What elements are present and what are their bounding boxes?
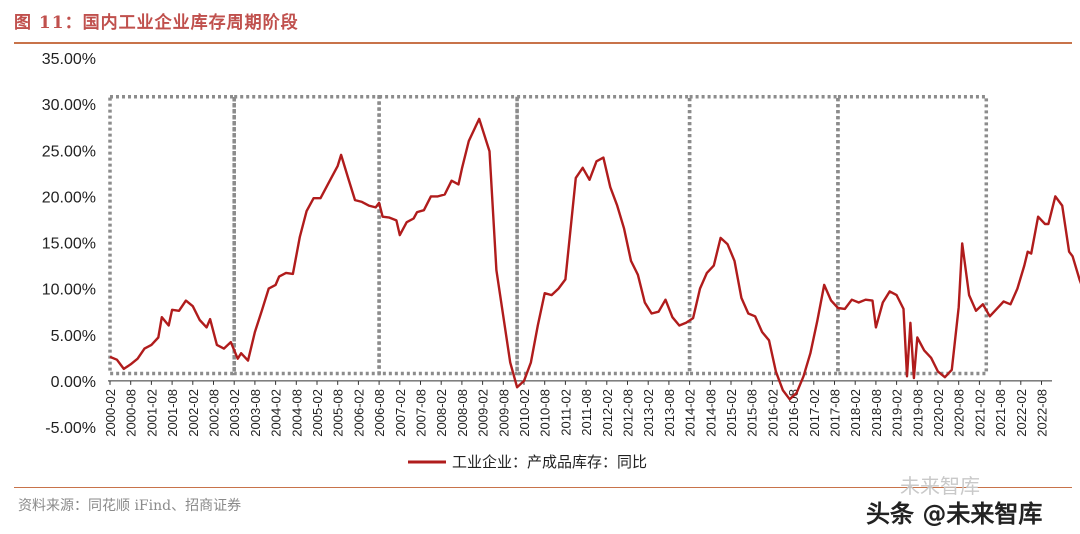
x-tick-label: 2004-02 bbox=[269, 389, 284, 437]
y-tick-label: 5.00% bbox=[51, 328, 96, 345]
x-axis: 2000-02 2000-08 2001-02 2001-08 2002-02 2002-… bbox=[103, 380, 1050, 437]
source-note: 资料来源：同花顺 iFind、招商证券 bbox=[18, 498, 242, 514]
source-rule bbox=[14, 487, 1072, 488]
x-tick-label: 2001-02 bbox=[144, 389, 159, 437]
x-tick-label: 2021-08 bbox=[993, 389, 1008, 437]
cycle-box bbox=[108, 94, 236, 376]
legend-label: 工业企业：产成品库存：同比 bbox=[452, 453, 647, 471]
x-tick-label: 2003-02 bbox=[227, 389, 242, 437]
watermark-logo: 未来智库 bbox=[900, 474, 980, 498]
y-tick-label: 10.00% bbox=[42, 282, 96, 299]
x-tick-label: 2014-08 bbox=[703, 389, 718, 437]
x-tick-label: 2013-02 bbox=[641, 389, 656, 437]
x-tick-label: 2006-02 bbox=[351, 389, 366, 437]
x-tick-label: 2007-08 bbox=[414, 389, 429, 437]
x-tick-label: 2014-02 bbox=[683, 389, 698, 437]
x-tick-label: 2016-02 bbox=[765, 389, 780, 437]
x-tick-label: 2001-08 bbox=[165, 389, 180, 437]
x-tick-label: 2015-02 bbox=[724, 389, 739, 437]
x-tick-label: 2022-02 bbox=[1014, 389, 1029, 437]
cycle-box bbox=[377, 94, 519, 376]
y-axis: -5.00% 0.00% 5.00% 10.00% 15.00% 20.00% 25.00%… bbox=[42, 51, 96, 437]
x-tick-label: 2002-02 bbox=[186, 389, 201, 437]
x-tick-label: 2007-02 bbox=[393, 389, 408, 437]
x-tick-label: 2005-02 bbox=[310, 389, 325, 437]
x-tick-label: 2017-08 bbox=[828, 389, 843, 437]
y-tick-label: 15.00% bbox=[42, 236, 96, 253]
x-tick-label: 2000-08 bbox=[124, 389, 139, 437]
x-tick-label: 2002-08 bbox=[207, 389, 222, 437]
x-tick-label: 2005-08 bbox=[331, 389, 346, 437]
x-tick-label: 2009-08 bbox=[496, 389, 511, 437]
x-tick-label: 2018-02 bbox=[848, 389, 863, 437]
x-tick-label: 2015-08 bbox=[745, 389, 760, 437]
x-tick-label: 2011-08 bbox=[579, 389, 594, 436]
x-tick-label: 2018-08 bbox=[869, 389, 884, 437]
title-rule bbox=[14, 42, 1072, 44]
x-tick-label: 2022-08 bbox=[1035, 389, 1050, 437]
cycle-box bbox=[515, 94, 692, 376]
x-tick-label: 2004-08 bbox=[289, 389, 304, 437]
y-tick-label: 25.00% bbox=[42, 143, 96, 160]
x-tick-label: 2019-02 bbox=[890, 389, 905, 437]
x-tick-label: 2016-08 bbox=[786, 389, 801, 437]
x-tick-label: 2017-02 bbox=[807, 389, 822, 437]
series-line bbox=[109, 117, 1080, 401]
y-tick-label: 35.00% bbox=[42, 51, 96, 68]
x-tick-label: 2009-02 bbox=[476, 389, 491, 437]
watermark-text: 头条 @未来智库 bbox=[866, 500, 1043, 528]
x-tick-label: 2013-08 bbox=[662, 389, 677, 437]
x-tick-label: 2000-02 bbox=[103, 389, 118, 437]
x-tick-label: 2020-08 bbox=[952, 389, 967, 437]
x-tick-label: 2021-02 bbox=[972, 389, 987, 437]
legend: 工业企业：产成品库存：同比 bbox=[408, 453, 647, 471]
figure-title: 图 11：国内工业企业库存周期阶段 bbox=[14, 13, 299, 33]
y-tick-label: 30.00% bbox=[42, 97, 96, 114]
cycle-box bbox=[687, 94, 840, 376]
x-tick-label: 2003-08 bbox=[248, 389, 263, 437]
y-tick-label: -5.00% bbox=[45, 420, 96, 437]
y-tick-label: 0.00% bbox=[51, 374, 96, 391]
x-tick-label: 2010-02 bbox=[517, 389, 532, 437]
x-tick-label: 2008-08 bbox=[455, 389, 470, 437]
cycle-boxes bbox=[108, 94, 989, 376]
cycle-box bbox=[836, 94, 989, 376]
x-tick-label: 2008-02 bbox=[434, 389, 449, 437]
x-tick-label: 2011-02 bbox=[558, 389, 573, 436]
y-tick-label: 20.00% bbox=[42, 189, 96, 206]
x-tick-label: 2010-08 bbox=[538, 389, 553, 437]
x-tick-label: 2020-02 bbox=[931, 389, 946, 437]
x-tick-label: 2012-02 bbox=[600, 389, 615, 437]
x-tick-label: 2019-08 bbox=[910, 389, 925, 437]
x-tick-label: 2012-08 bbox=[621, 389, 636, 437]
x-tick-label: 2006-08 bbox=[372, 389, 387, 437]
